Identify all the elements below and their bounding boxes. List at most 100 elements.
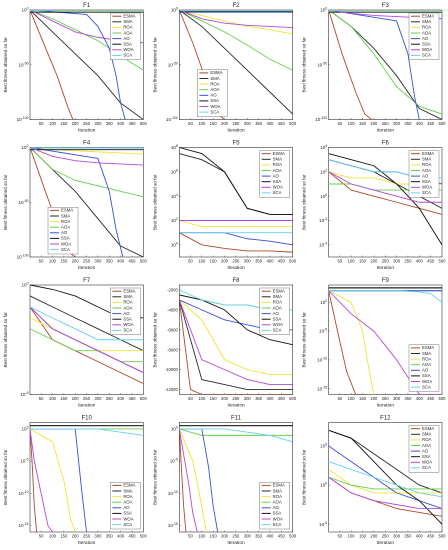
x-tick-label: 150 <box>60 396 68 401</box>
series-line-woa <box>328 290 442 395</box>
x-tick-label: 300 <box>94 121 102 126</box>
x-tick-label: 150 <box>60 121 68 126</box>
x-tick-label: 150 <box>210 121 218 126</box>
y-tick-label: 10-15 <box>317 385 327 391</box>
series-line-esma <box>179 232 293 253</box>
x-tick-label: 150 <box>359 121 367 126</box>
x-tick-label: 100 <box>348 534 356 539</box>
x-tick-label: 350 <box>404 259 412 264</box>
x-tick-label: 500 <box>439 534 447 539</box>
legend-entry: SSA <box>273 511 282 516</box>
x-tick-label: 350 <box>106 396 114 401</box>
x-tick-label: 450 <box>427 396 435 401</box>
x-tick-label: 450 <box>128 396 136 401</box>
x-tick-label: 450 <box>427 259 435 264</box>
x-tick-label: 350 <box>255 534 263 539</box>
x-tick-label: 500 <box>439 396 447 401</box>
chart-title: F5 <box>232 141 240 147</box>
x-tick-label: 200 <box>370 534 378 539</box>
y-tick-label: 10-50 <box>317 61 327 67</box>
series-line-aoa <box>179 428 293 436</box>
legend-entry: WOA <box>123 322 133 327</box>
y-tick-label: 10-10 <box>317 357 327 363</box>
x-tick-label: 200 <box>370 396 378 401</box>
x-tick-label: 100 <box>198 259 206 264</box>
x-tick-label: 200 <box>72 396 80 401</box>
x-tick-label: 500 <box>140 259 148 264</box>
legend-entry: AOA <box>273 168 282 173</box>
chart-title: F4 <box>83 141 91 147</box>
series-line-roa <box>30 428 76 532</box>
x-tick-label: 400 <box>117 121 125 126</box>
y-axis-label: Best fitness obtained so far <box>152 37 157 93</box>
legend-entry: AOA <box>422 30 431 35</box>
y-tick-label: 102 <box>171 217 178 223</box>
legend-entry: AO <box>273 505 280 510</box>
x-axis-label: Iteration <box>227 265 245 271</box>
x-tick-label: 200 <box>72 534 80 539</box>
series-line-esma <box>30 306 144 384</box>
legend-entry: SSA <box>61 236 70 241</box>
x-tick-label: 450 <box>427 534 435 539</box>
legend-entry: WOA <box>61 241 71 246</box>
legend-entry: ROA <box>273 494 282 499</box>
legend-entry: SMA <box>422 19 431 24</box>
legend-entry: SSA <box>422 179 431 184</box>
x-tick-label: 450 <box>128 121 136 126</box>
x-tick-label: 250 <box>232 534 240 539</box>
series-line-aoa <box>30 147 144 198</box>
legend-entry: WOA <box>422 460 432 465</box>
series-line-roa <box>179 299 293 376</box>
x-axis-label: Iteration <box>78 403 96 409</box>
legend-entry: ESMA <box>123 289 135 294</box>
y-axis-label: Best fitness obtained so far <box>3 174 8 230</box>
x-tick-label: 150 <box>359 396 367 401</box>
x-tick-label: 450 <box>278 121 286 126</box>
x-tick-label: 300 <box>393 396 401 401</box>
y-tick-label: 100 <box>21 7 28 13</box>
legend-entry: WOA <box>422 185 432 190</box>
x-tick-label: 400 <box>266 396 274 401</box>
legend-entry: SMA <box>273 488 282 493</box>
legend-entry: SCA <box>422 465 431 470</box>
chart-title: F1 <box>83 3 91 9</box>
legend-entry: AOA <box>123 500 132 505</box>
x-tick-label: 150 <box>359 534 367 539</box>
x-tick-label: 500 <box>439 121 447 126</box>
series-line-woa <box>30 147 144 166</box>
y-axis-label: Best fitness obtained so far <box>302 37 307 93</box>
legend-entry: ESMA <box>422 14 434 19</box>
x-tick-label: 250 <box>83 534 91 539</box>
x-tick-label: 400 <box>416 396 424 401</box>
legend-entry: WOA <box>422 379 432 384</box>
x-tick-label: 450 <box>427 121 435 126</box>
y-tick-label: 100 <box>320 482 327 488</box>
legend-entry: WOA <box>210 104 220 109</box>
x-tick-label: 50 <box>188 396 193 401</box>
y-tick-label: 102 <box>320 168 327 174</box>
x-tick-label: 250 <box>83 121 91 126</box>
legend-box <box>47 206 79 255</box>
x-tick-label: 400 <box>117 259 125 264</box>
series-line-woa <box>179 428 198 532</box>
x-tick-label: 200 <box>221 259 229 264</box>
y-axis-label: Best fitness obtained so far <box>3 312 8 368</box>
legend-entry: ESMA <box>123 14 135 19</box>
x-tick-label: 150 <box>210 534 218 539</box>
y-tick-label: -6000 <box>167 327 178 332</box>
legend-entry: WOA <box>273 322 283 327</box>
y-tick-label: 10-15 <box>18 522 28 528</box>
x-tick-label: 150 <box>60 534 68 539</box>
legend-entry: AO <box>123 505 130 510</box>
x-tick-label: 350 <box>255 396 263 401</box>
x-tick-label: 450 <box>278 396 286 401</box>
x-tick-label: 50 <box>39 259 44 264</box>
